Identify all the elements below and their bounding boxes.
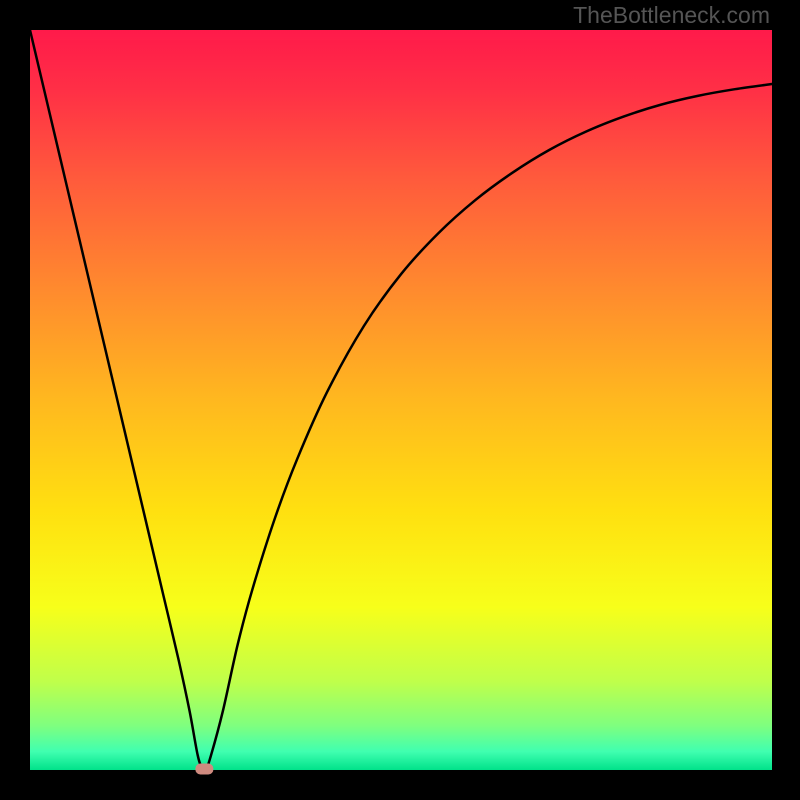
bottleneck-chart	[0, 0, 800, 800]
minimum-marker	[195, 764, 213, 775]
gradient-background	[30, 30, 772, 770]
chart-frame: TheBottleneck.com	[0, 0, 800, 800]
